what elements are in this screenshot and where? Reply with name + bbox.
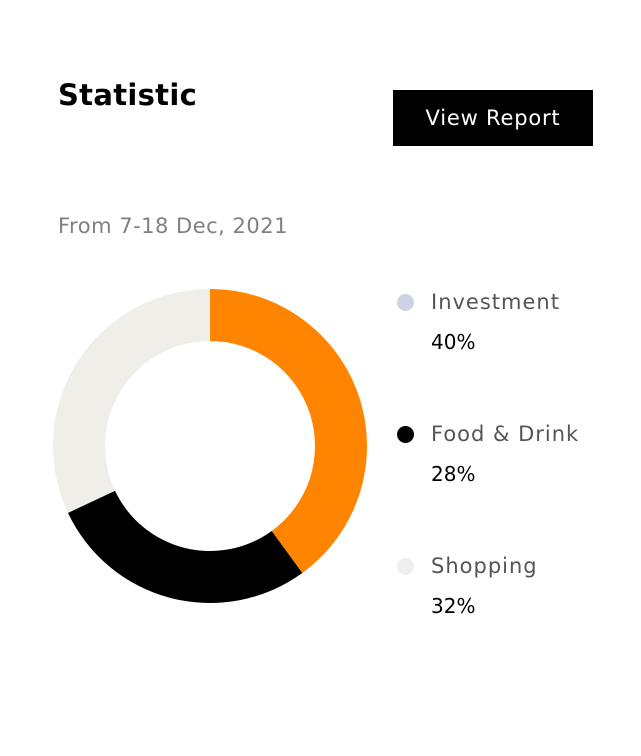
donut-slice-shopping xyxy=(52,289,210,513)
legend-percent: 40% xyxy=(431,330,476,354)
legend-dot-icon xyxy=(397,425,414,443)
legend-label: Investment xyxy=(431,290,560,314)
legend-label: Food & Drink xyxy=(431,422,580,446)
legend-item-shopping: Shopping 32% xyxy=(397,554,538,618)
legend-percent: 32% xyxy=(431,594,476,618)
donut-slice-food-drink xyxy=(67,490,303,603)
legend-item-food-drink: Food & Drink 28% xyxy=(397,422,579,486)
view-report-button[interactable]: View Report xyxy=(393,90,593,146)
legend-dot-icon xyxy=(397,293,414,311)
legend-dot-icon xyxy=(397,557,414,575)
legend-item-investment: Investment 40% xyxy=(397,290,560,354)
legend-label: Shopping xyxy=(431,554,538,578)
donut-slice-investment xyxy=(210,289,368,574)
date-range: From 7-18 Dec, 2021 xyxy=(58,214,288,238)
page-title: Statistic xyxy=(58,78,198,112)
legend-percent: 28% xyxy=(431,462,476,486)
